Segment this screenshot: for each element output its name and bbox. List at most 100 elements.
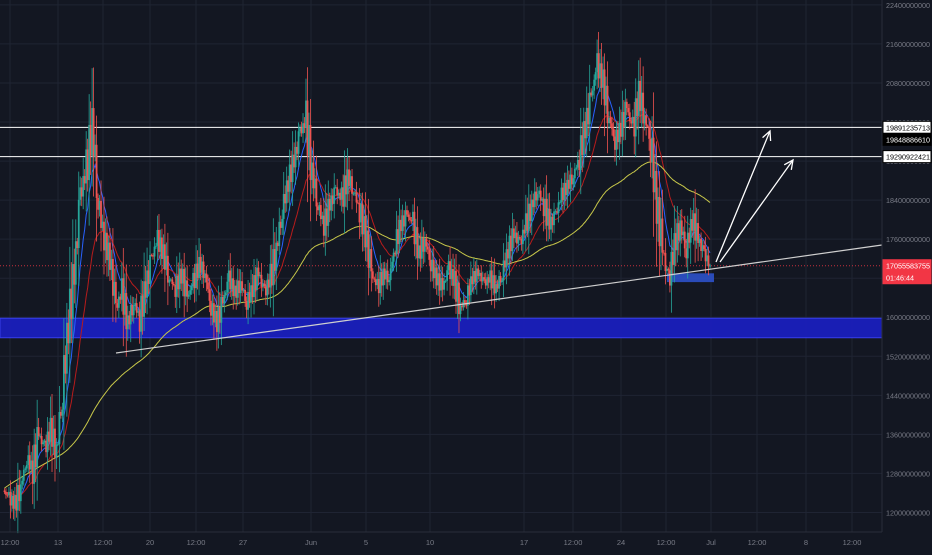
- candle-body: [128, 315, 131, 325]
- candle-body: [248, 292, 251, 302]
- candle-body: [101, 221, 104, 228]
- candle-body: [178, 268, 181, 290]
- candle-body: [190, 286, 193, 291]
- candle-body: [51, 417, 53, 447]
- candle-body: [426, 246, 429, 250]
- candle-body: [153, 246, 156, 257]
- candle-body: [226, 281, 229, 293]
- price-tick-label: 21600000000: [886, 40, 930, 49]
- candle-body: [282, 193, 285, 219]
- candle-body: [146, 270, 148, 298]
- candle-body: [333, 187, 336, 204]
- candle-body: [379, 271, 382, 294]
- candle-body: [573, 168, 576, 179]
- candle-body: [697, 223, 700, 243]
- time-axis[interactable]: 12:00 13 12:00 20 12:00 27 Jun 5 10 17 12:00 24 12:0…: [0, 531, 882, 547]
- price-tick-label: 13600000000: [886, 430, 930, 439]
- candle-body: [472, 270, 475, 285]
- candle-body: [119, 296, 122, 300]
- candle-body: [624, 101, 627, 128]
- candle-body: [398, 219, 401, 245]
- candle-body: [79, 187, 82, 200]
- candle-body: [538, 190, 541, 195]
- candle-body: [648, 126, 651, 139]
- candle-body: [673, 233, 676, 265]
- candle-body: [544, 198, 547, 217]
- candle-body: [447, 261, 450, 271]
- candle-body: [291, 154, 294, 183]
- time-tick-label: 24: [617, 538, 625, 547]
- candle-body: [477, 268, 480, 276]
- candle-body: [80, 187, 83, 197]
- candle-body: [224, 292, 227, 295]
- candle-body: [524, 213, 527, 234]
- candle-body: [507, 249, 509, 259]
- candle-body: [71, 264, 74, 320]
- candle-body: [229, 270, 232, 290]
- candle-body: [443, 280, 446, 290]
- candle-body: [195, 263, 197, 289]
- candle-body: [640, 92, 643, 111]
- candle-body: [486, 277, 489, 286]
- candle-body: [3, 490, 6, 493]
- candle-body: [163, 244, 166, 270]
- candle-body: [269, 263, 272, 288]
- candle-body: [349, 176, 352, 186]
- candle-body: [553, 211, 555, 226]
- candle-body: [205, 273, 208, 283]
- candle-body: [242, 290, 245, 291]
- candle-body: [449, 261, 451, 280]
- candle-body: [254, 275, 257, 290]
- candle-body: [383, 268, 386, 280]
- candle-body: [563, 182, 566, 201]
- candle-body: [266, 279, 269, 296]
- candle-body: [73, 264, 76, 285]
- candle-body: [575, 167, 578, 169]
- price-tick-label: 22400000000: [886, 1, 930, 10]
- candle-body: [100, 200, 102, 228]
- candle-body: [64, 355, 67, 374]
- candle-body: [354, 192, 356, 194]
- candle-body: [116, 303, 119, 308]
- candle-body: [686, 232, 689, 259]
- candle-body: [495, 284, 498, 294]
- candle-body: [207, 282, 209, 290]
- candle-body: [60, 411, 62, 416]
- candle-body: [539, 190, 542, 201]
- time-tick-label: 12:00: [564, 538, 583, 547]
- candle-body: [279, 221, 282, 228]
- candle-body: [230, 278, 233, 290]
- candle-body: [324, 208, 327, 236]
- candle-body: [336, 187, 339, 196]
- candle-body: [149, 254, 151, 284]
- candle-body: [247, 292, 249, 310]
- candle-body: [16, 484, 19, 511]
- candle-body: [19, 484, 22, 502]
- countdown-label: 01:46:44: [886, 274, 914, 283]
- candle-body: [21, 480, 24, 485]
- level-price-label-box: [882, 150, 932, 164]
- candle-body: [343, 175, 346, 207]
- candle-body: [619, 122, 622, 137]
- candle-body: [37, 427, 40, 437]
- candle-body: [262, 283, 264, 287]
- candle-body: [158, 229, 160, 252]
- candle-body: [253, 275, 255, 298]
- candle-body: [588, 92, 591, 125]
- candle-body: [275, 242, 278, 271]
- candle-body: [432, 259, 435, 279]
- candle-body: [542, 198, 545, 217]
- candle-body: [452, 269, 454, 286]
- candle-body: [548, 208, 551, 230]
- candle-body: [239, 281, 242, 294]
- candle-body: [331, 195, 334, 204]
- candle-body: [311, 162, 313, 180]
- candle-body: [31, 460, 34, 484]
- candle-body: [602, 69, 604, 88]
- candle-body: [5, 492, 7, 495]
- candle-body: [287, 180, 290, 192]
- candle-body: [511, 228, 514, 252]
- candle-body: [630, 121, 633, 124]
